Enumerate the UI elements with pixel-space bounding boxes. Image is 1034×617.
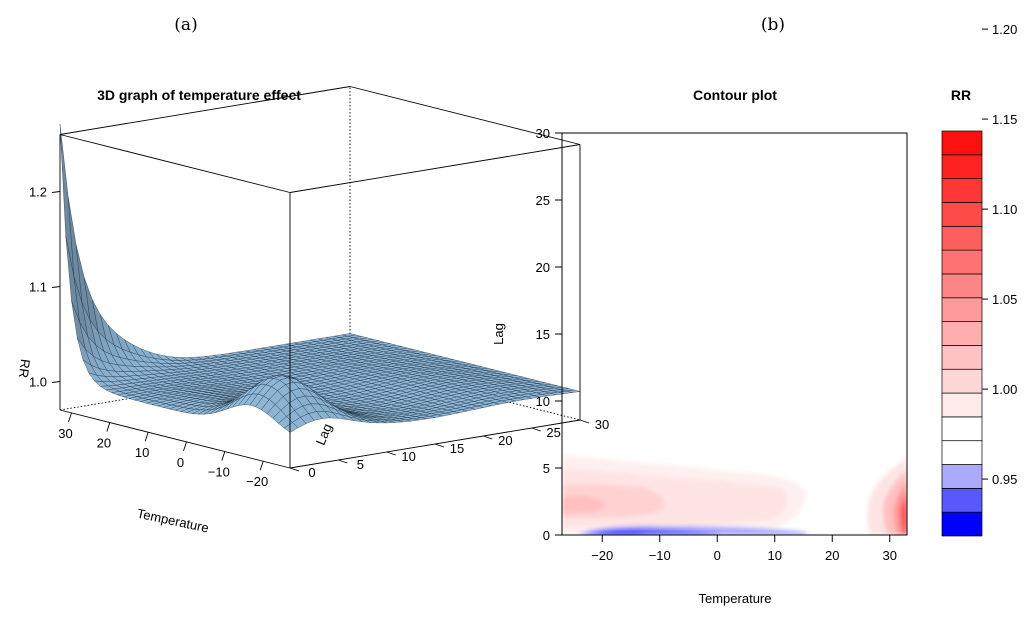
panel-a-label: (a) (174, 15, 197, 35)
legend-swatch (942, 202, 982, 226)
box-edge (290, 145, 580, 193)
legend-swatch (942, 131, 982, 155)
contour-xtick-label: 30 (883, 548, 897, 563)
legend-swatch (942, 465, 982, 489)
surface-xtick-label: −10 (208, 465, 230, 480)
contour-xtick-label: −10 (649, 548, 671, 563)
surface-xtick-label: 20 (97, 436, 111, 451)
surface-xtick (69, 413, 72, 422)
surface-ytick-label: 0 (308, 465, 315, 480)
surface-ztick-label: 1.1 (29, 280, 47, 295)
contour-ytick-label: 25 (536, 193, 550, 208)
legend-swatch (942, 274, 982, 298)
box-edge (60, 135, 290, 193)
contour-xlabel: Temperature (699, 591, 772, 606)
panel-b-label: (b) (761, 15, 785, 35)
surface-ytick-label: 20 (498, 433, 512, 448)
contour-xtick-label: 0 (714, 548, 721, 563)
legend-swatch (942, 155, 982, 179)
surface-ztick (52, 192, 60, 193)
surface-xtick-label: 30 (58, 426, 72, 441)
surface-plot: 3D graph of temperature effect 30 20 10 0 −1… (16, 87, 609, 536)
legend-swatch (942, 512, 982, 536)
contour-xtick-label: 10 (768, 548, 782, 563)
surface-xlabel: Temperature (136, 506, 211, 536)
legend-swatch (942, 298, 982, 322)
surface-ztick-label: 1.2 (29, 185, 47, 200)
legend-tick-label: 1.20 (992, 22, 1017, 37)
surface-ytick-label: 15 (450, 441, 464, 456)
surface-ytick (435, 444, 444, 447)
legend-swatch (942, 179, 982, 203)
legend-title: RR (951, 87, 971, 103)
legend-swatch (942, 250, 982, 274)
surface-ytick-label: 30 (595, 417, 609, 432)
contour-fill (562, 454, 907, 535)
legend-swatch (942, 369, 982, 393)
surface-xtick (107, 423, 110, 432)
surface-ytick (580, 420, 589, 423)
surface-facet (60, 124, 74, 276)
surface-ytick (338, 460, 347, 463)
surface-ytick (532, 428, 541, 431)
surface-ytick-label: 10 (401, 449, 415, 464)
surface-title: 3D graph of temperature effect (97, 87, 301, 103)
legend-tick-label: 1.15 (992, 112, 1017, 127)
surface-xtick (184, 442, 187, 451)
surface-xtick-label: 10 (135, 445, 149, 460)
legend-swatch (942, 322, 982, 346)
surface-zlabel: RR (16, 358, 33, 378)
legend-swatch (942, 345, 982, 369)
surface-ylabel: Lag (313, 421, 335, 447)
legend-swatch (942, 417, 982, 441)
legend-swatch (942, 226, 982, 250)
contour-xtick-label: −20 (591, 548, 613, 563)
surface-xtick (222, 452, 225, 461)
contour-title: Contour plot (693, 87, 777, 103)
contour-ytick-label: 0 (543, 528, 550, 543)
legend-tick-label: 1.10 (992, 202, 1017, 217)
contour-ytick-label: 20 (536, 260, 550, 275)
surface-ytick-label: 5 (357, 457, 364, 472)
surface-ytick (387, 452, 396, 455)
surface-xtick (145, 432, 148, 441)
legend-swatch (942, 488, 982, 512)
surface-mesh (60, 124, 580, 432)
surface-ytick-label: 25 (546, 425, 560, 440)
surface-ytick (483, 436, 492, 439)
legend-swatch (942, 393, 982, 417)
contour-ylabel: Lag (491, 323, 506, 345)
surface-ztick (52, 382, 60, 383)
surface-ytick (290, 468, 299, 471)
legend-tick-label: 1.05 (992, 292, 1017, 307)
contour-xtick-label: 20 (825, 548, 839, 563)
contour-ytick-label: 30 (536, 126, 550, 141)
contour-ytick-label: 5 (543, 461, 550, 476)
surface-ztick (52, 287, 60, 288)
surface-xtick (260, 461, 263, 470)
surface-xtick-label: −20 (246, 474, 268, 489)
contour-ytick-label: 10 (536, 394, 550, 409)
surface-xtick-label: 0 (177, 455, 184, 470)
legend-tick-label: 0.95 (992, 472, 1017, 487)
box-edge (60, 410, 290, 468)
legend-tick-label: 1.00 (992, 382, 1017, 397)
contour-ytick-label: 15 (536, 327, 550, 342)
legend-swatch (942, 441, 982, 465)
